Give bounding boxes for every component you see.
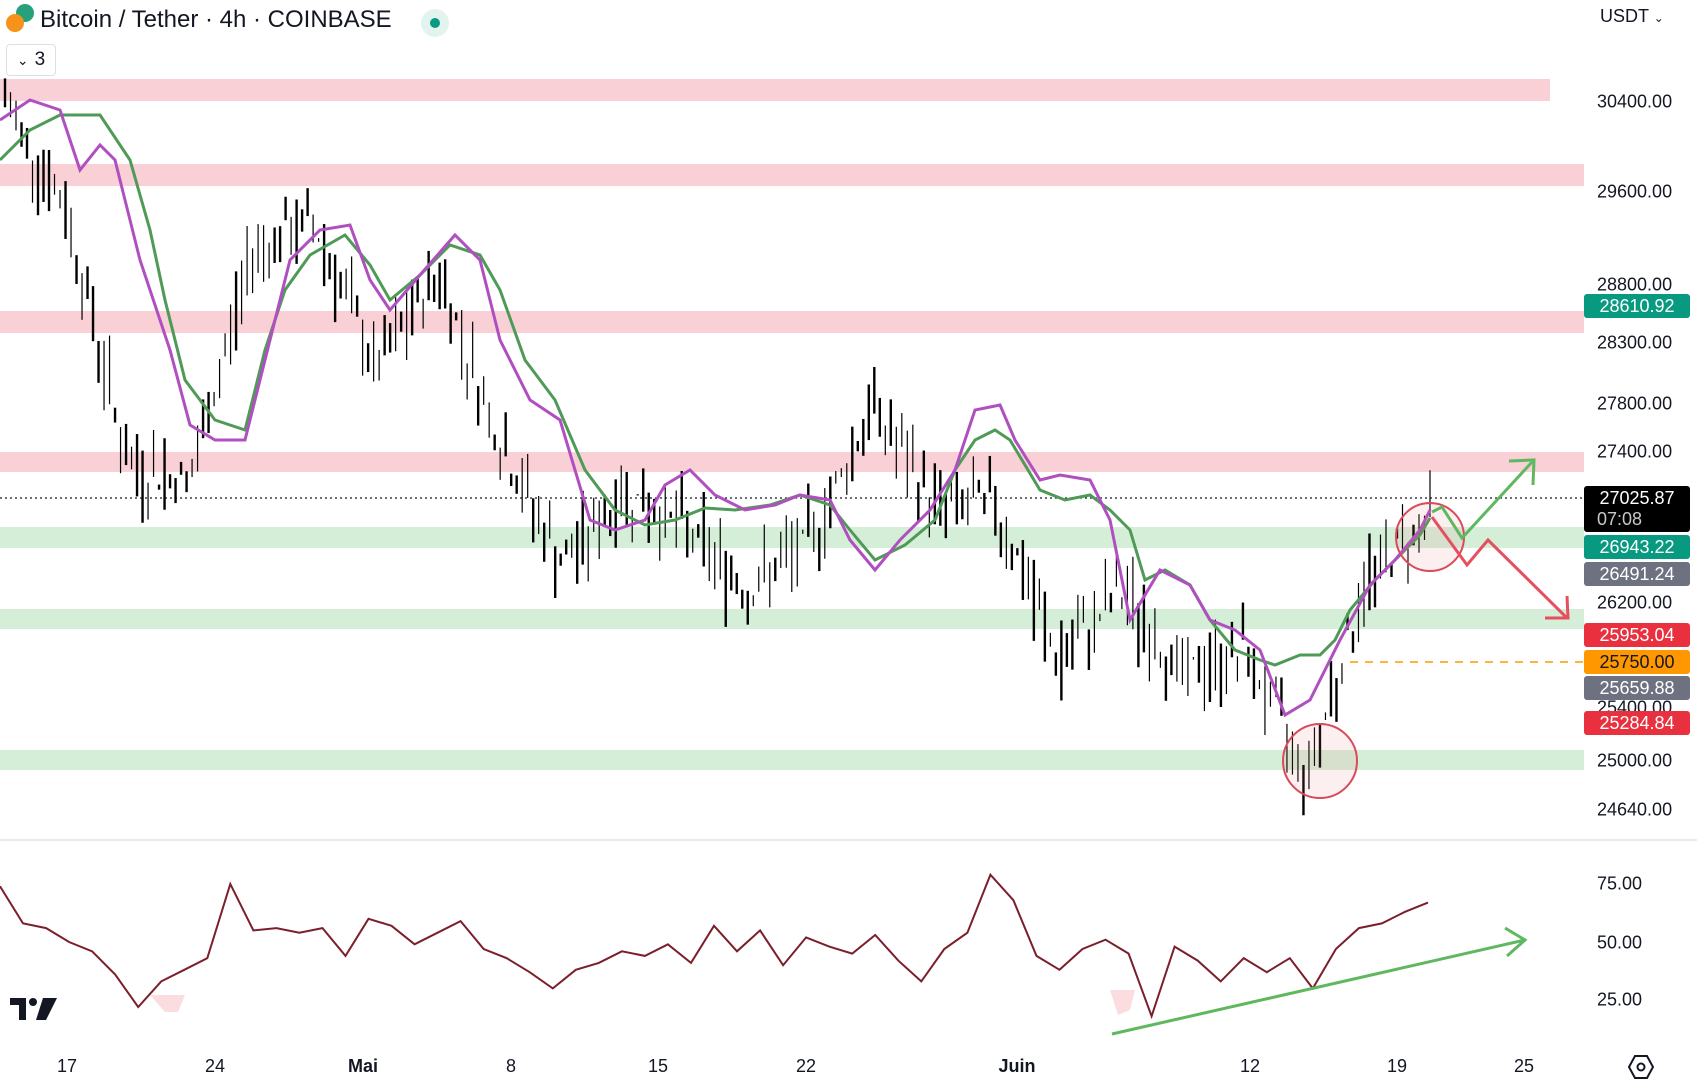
price-tick: 27800.00 xyxy=(1597,393,1673,414)
bitcoin-icon xyxy=(6,14,24,32)
time-tick: 17 xyxy=(56,1056,78,1076)
highlight-circle-low xyxy=(1282,723,1358,799)
time-tick: 25 xyxy=(1513,1056,1535,1076)
price-tag-gray: 26491.24 xyxy=(1584,562,1690,586)
indicator-count: 3 xyxy=(34,49,46,70)
indicators-collapse-button[interactable]: ⌄ 3 xyxy=(6,44,56,76)
chevron-down-icon: ⌄ xyxy=(1653,11,1664,25)
time-tick: 24 xyxy=(204,1056,226,1076)
price-tag-green: 26943.22 xyxy=(1584,535,1690,559)
candlestick-series xyxy=(3,78,1431,816)
currency-label: USDT xyxy=(1600,6,1649,26)
time-tick: 8 xyxy=(505,1056,517,1076)
price-tick: 26200.00 xyxy=(1597,592,1673,613)
price-tick: 25000.00 xyxy=(1597,750,1673,771)
price-tag-teal: 28610.92 xyxy=(1584,294,1690,318)
time-tick: Juin xyxy=(998,1056,1036,1076)
currency-selector[interactable]: USDT ⌄ xyxy=(1600,6,1664,27)
bar-countdown: 07:08 xyxy=(1597,509,1643,529)
time-tick: Mai xyxy=(347,1056,379,1076)
highlight-circle-current xyxy=(1395,502,1465,572)
rsi-line xyxy=(0,872,1429,1020)
rsi-trendline xyxy=(1111,938,1526,1036)
price-tag-gray: 25659.88 xyxy=(1584,676,1690,700)
price-tick: 28800.00 xyxy=(1597,274,1673,295)
time-tick: 12 xyxy=(1239,1056,1261,1076)
price-tick: 28300.00 xyxy=(1597,332,1673,353)
last-price-value: 27025.87 xyxy=(1599,488,1675,508)
price-tag-red: 25284.84 xyxy=(1584,711,1690,735)
market-status-icon[interactable] xyxy=(421,9,449,37)
resistance-zones xyxy=(0,79,1584,472)
price-tick: 30400.00 xyxy=(1597,91,1673,112)
time-tick: 19 xyxy=(1386,1056,1408,1076)
time-tick: 22 xyxy=(795,1056,817,1076)
support-zones xyxy=(0,527,1584,770)
symbol-title[interactable]: Bitcoin / Tether · 4h · COINBASE xyxy=(40,6,392,33)
last-price-tag: 27025.87 07:08 xyxy=(1584,486,1690,532)
ema-fast-line xyxy=(0,98,1432,718)
rsi-tick: 50.00 xyxy=(1597,932,1643,953)
price-tick: 24640.00 xyxy=(1597,799,1673,820)
tradingview-logo-icon[interactable] xyxy=(10,996,58,1022)
rsi-tick: 75.00 xyxy=(1597,873,1643,894)
bear-arrow xyxy=(1430,516,1568,619)
price-tag-orange: 25750.00 xyxy=(1584,650,1690,674)
chevron-down-icon: ⌄ xyxy=(16,51,29,68)
bull-arrow xyxy=(1431,460,1534,541)
price-tag-red: 25953.04 xyxy=(1584,623,1690,647)
price-tick: 27400.00 xyxy=(1597,441,1673,462)
settings-icon[interactable] xyxy=(1628,1054,1654,1080)
price-tick: 29600.00 xyxy=(1597,181,1673,202)
rsi-tick: 25.00 xyxy=(1597,989,1643,1010)
time-tick: 15 xyxy=(647,1056,669,1076)
